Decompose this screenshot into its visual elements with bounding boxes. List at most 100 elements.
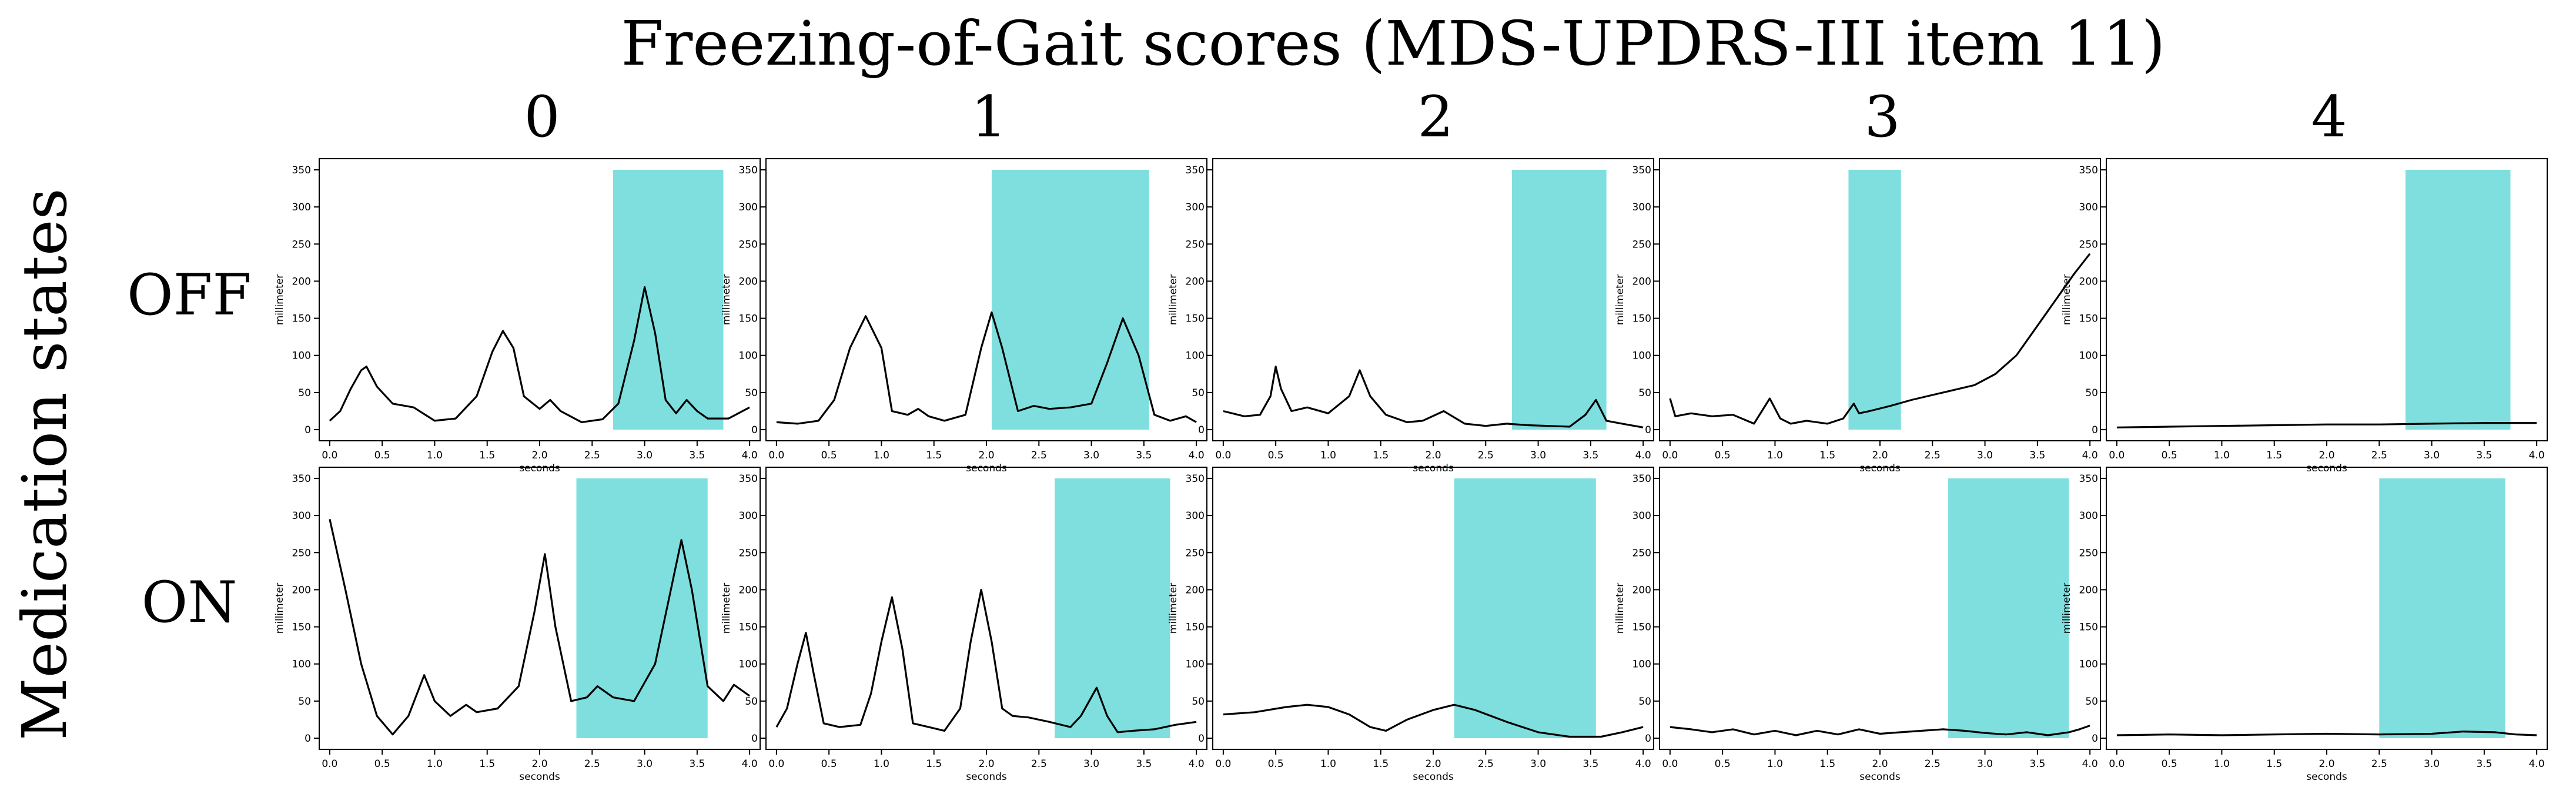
subplot-on-0: 0 50 100 150 200 250 300 350 0.0 0.5 1.0 1.5 2.0 2.5 3… <box>274 467 761 783</box>
y-tick-label: 300 <box>739 510 758 522</box>
data-line <box>1669 253 2091 425</box>
subplot-off-2: 0 50 100 150 200 250 300 350 0.0 0.5 1.0 1.5 2.0 2.5 3… <box>1167 158 1654 474</box>
y-axis-label: millimeter <box>721 583 732 634</box>
x-tick-label: 0.5 <box>1268 758 1284 770</box>
x-tick-label: 1.0 <box>427 450 443 461</box>
y-tick-label: 350 <box>739 165 758 176</box>
x-tick-label: 0.0 <box>2109 450 2125 461</box>
y-tick-label: 200 <box>292 584 311 596</box>
y-tick-label: 350 <box>1186 473 1205 485</box>
y-tick-label: 250 <box>1186 547 1205 559</box>
y-tick-label: 150 <box>1632 313 1651 325</box>
subplot-off-4: 0 50 100 150 200 250 300 350 0.0 0.5 1.0 1.5 2.0 2.5 3… <box>2061 158 2548 474</box>
y-axis-label: millimeter <box>2061 274 2073 326</box>
y-tick-label: 0 <box>1645 424 1651 436</box>
y-tick-label: 50 <box>745 696 758 708</box>
x-tick-label: 0.0 <box>1662 758 1678 770</box>
x-tick-label: 2.0 <box>531 450 547 461</box>
x-tick-label: 4.0 <box>1635 450 1651 461</box>
x-tick-label: 2.0 <box>531 758 547 770</box>
x-tick-label: 1.5 <box>926 450 942 461</box>
column-label-4: 4 <box>2311 84 2347 150</box>
x-tick-label: 1.0 <box>427 758 443 770</box>
x-tick-label: 1.5 <box>2266 758 2282 770</box>
x-tick-label: 3.5 <box>1136 450 1152 461</box>
x-tick-label: 0.0 <box>2109 758 2125 770</box>
y-tick-label: 350 <box>1186 165 1205 176</box>
y-tick-label: 150 <box>739 622 758 634</box>
subplot-off-1: 0 50 100 150 200 250 300 350 0.0 0.5 1.0 1.5 2.0 2.5 3… <box>721 158 1207 474</box>
highlight-region <box>2379 478 2505 739</box>
y-tick-label: 350 <box>292 473 311 485</box>
x-tick-label: 1.0 <box>1767 450 1783 461</box>
x-tick-label: 2.5 <box>1925 450 1941 461</box>
data-line <box>1223 703 1644 738</box>
x-tick-label: 3.0 <box>1083 758 1099 770</box>
subplot-on-2: 0 50 100 150 200 250 300 350 0.0 0.5 1.0 1.5 2.0 2.5 3… <box>1167 467 1654 783</box>
x-tick-label: 0.5 <box>2162 758 2177 770</box>
y-tick-label: 100 <box>2079 350 2098 362</box>
y-tick-label: 50 <box>298 696 311 708</box>
highlight-region <box>1511 169 1607 430</box>
x-tick-label: 2.0 <box>1872 450 1888 461</box>
x-tick-label: 1.5 <box>479 450 495 461</box>
column-label-1: 1 <box>971 84 1006 150</box>
x-tick-label: 3.5 <box>689 758 705 770</box>
y-tick-label: 50 <box>2085 696 2098 708</box>
y-tick-label: 0 <box>1198 424 1205 436</box>
y-axis-label: millimeter <box>1167 274 1179 326</box>
y-tick-label: 250 <box>1632 239 1651 250</box>
x-tick-label: 3.5 <box>1583 450 1598 461</box>
y-tick-label: 300 <box>292 510 311 522</box>
y-tick-label: 200 <box>739 276 758 287</box>
x-tick-label: 2.5 <box>1031 758 1047 770</box>
highlight-region <box>576 478 708 739</box>
x-tick-label: 3.0 <box>2424 450 2440 461</box>
y-tick-label: 300 <box>1632 510 1651 522</box>
x-tick-label: 4.0 <box>2082 758 2098 770</box>
x-tick-label: 0.5 <box>374 450 390 461</box>
y-tick-label: 150 <box>1632 622 1651 634</box>
x-tick-label: 2.5 <box>1031 450 1047 461</box>
y-tick-label: 200 <box>2079 276 2098 287</box>
y-tick-label: 0 <box>2092 424 2098 436</box>
x-tick-label: 4.0 <box>2529 758 2545 770</box>
data-line <box>2116 422 2537 428</box>
x-tick-label: 2.5 <box>1478 450 1494 461</box>
column-label-3: 3 <box>1864 84 1900 150</box>
x-tick-label: 0.5 <box>1715 450 1731 461</box>
x-tick-label: 1.5 <box>1373 450 1389 461</box>
x-tick-label: 2.5 <box>1925 758 1941 770</box>
x-tick-label: 2.0 <box>978 758 994 770</box>
highlight-region <box>613 169 724 430</box>
data-line <box>329 519 751 736</box>
x-tick-label: 3.5 <box>2029 758 2045 770</box>
column-label-0: 0 <box>524 84 560 150</box>
y-tick-label: 200 <box>292 276 311 287</box>
y-tick-label: 50 <box>1192 696 1205 708</box>
x-axis-label: seconds <box>1413 463 1454 474</box>
y-tick-label: 300 <box>1632 202 1651 213</box>
y-tick-label: 300 <box>2079 510 2098 522</box>
highlight-region <box>1848 169 1901 430</box>
subplot-grid: 0 50 100 150 200 250 300 350 0.0 0.5 1.0 1.5 2.0 2.5 3… <box>274 158 2548 783</box>
x-tick-label: 4.0 <box>742 758 758 770</box>
y-tick-label: 150 <box>292 622 311 634</box>
x-tick-label: 3.0 <box>1530 758 1546 770</box>
y-tick-label: 300 <box>2079 202 2098 213</box>
x-axis-label: seconds <box>966 463 1007 474</box>
y-tick-label: 150 <box>2079 622 2098 634</box>
data-line <box>1670 725 2090 736</box>
x-tick-label: 3.0 <box>637 758 653 770</box>
figure-title: Freezing-of-Gait scores (MDS-UPDRS-III i… <box>621 8 2165 79</box>
subplot-off-3: 0 50 100 150 200 250 300 350 0.0 0.5 1.0 1.5 2.0 2.5 3… <box>1614 158 2101 474</box>
y-tick-label: 200 <box>739 584 758 596</box>
y-tick-label: 50 <box>298 387 311 399</box>
x-tick-label: 0.0 <box>322 758 337 770</box>
y-tick-label: 50 <box>1638 387 1651 399</box>
y-tick-label: 0 <box>305 424 311 436</box>
y-tick-label: 0 <box>1645 733 1651 745</box>
row-label-on: ON <box>142 569 237 635</box>
x-axis-label: seconds <box>1859 771 1901 783</box>
x-tick-label: 1.0 <box>2214 758 2230 770</box>
